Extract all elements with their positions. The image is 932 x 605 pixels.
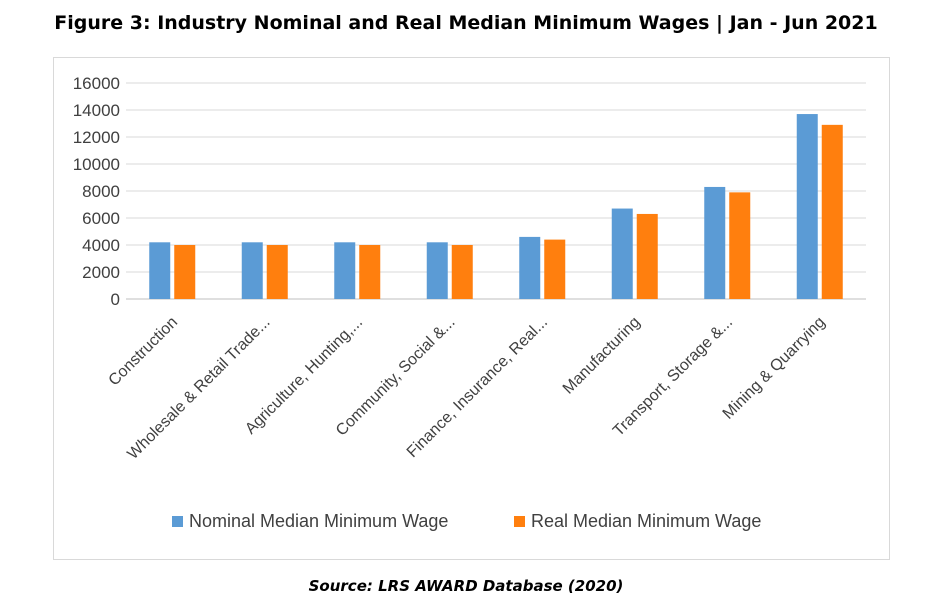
real-wage-bar <box>359 245 381 299</box>
nominal-legend-label: Nominal Median Minimum Wage <box>189 511 448 531</box>
nominal-wage-bar <box>611 208 633 299</box>
y-tick-label: 2000 <box>82 263 120 282</box>
real-wage-bar <box>266 245 288 299</box>
real-wage-bar <box>174 245 196 299</box>
category-label: Construction <box>106 314 182 390</box>
nominal-legend-swatch <box>172 516 183 527</box>
nominal-wage-bar <box>426 242 448 299</box>
y-tick-label: 12000 <box>73 128 120 147</box>
y-tick-label: 8000 <box>82 182 120 201</box>
nominal-wage-bar <box>241 242 263 299</box>
y-tick-label: 6000 <box>82 209 120 228</box>
nominal-wage-bar <box>149 242 171 299</box>
y-tick-label: 10000 <box>73 155 120 174</box>
y-tick-label: 0 <box>111 290 120 309</box>
figure-title: Figure 3: Industry Nominal and Real Medi… <box>54 12 878 34</box>
chart-frame: 0 2000 4000 6000 8000 10000 12000 14000 16000 Con… <box>53 57 890 560</box>
y-tick-label: 4000 <box>82 236 120 255</box>
real-wage-bar <box>636 213 658 299</box>
category-label: Mining & Quarrying <box>720 314 829 423</box>
real-wage-bar <box>451 245 473 299</box>
y-tick-label: 14000 <box>73 101 120 120</box>
real-wage-bar <box>729 192 751 299</box>
nominal-wage-bar <box>704 186 726 299</box>
bar-chart: 0 2000 4000 6000 8000 10000 12000 14000 16000 Con… <box>73 74 866 531</box>
y-tick-label: 16000 <box>73 74 120 93</box>
real-wage-bar <box>821 124 843 299</box>
real-legend-swatch <box>514 516 525 527</box>
source-note: Source: LRS AWARD Database (2020) <box>308 577 624 595</box>
nominal-wage-bar <box>796 114 818 299</box>
real-legend-label: Real Median Minimum Wage <box>531 511 761 531</box>
category-label: Manufacturing <box>560 314 644 398</box>
nominal-wage-bar <box>519 236 541 299</box>
nominal-wage-bar <box>334 242 356 299</box>
real-wage-bar <box>544 239 566 299</box>
